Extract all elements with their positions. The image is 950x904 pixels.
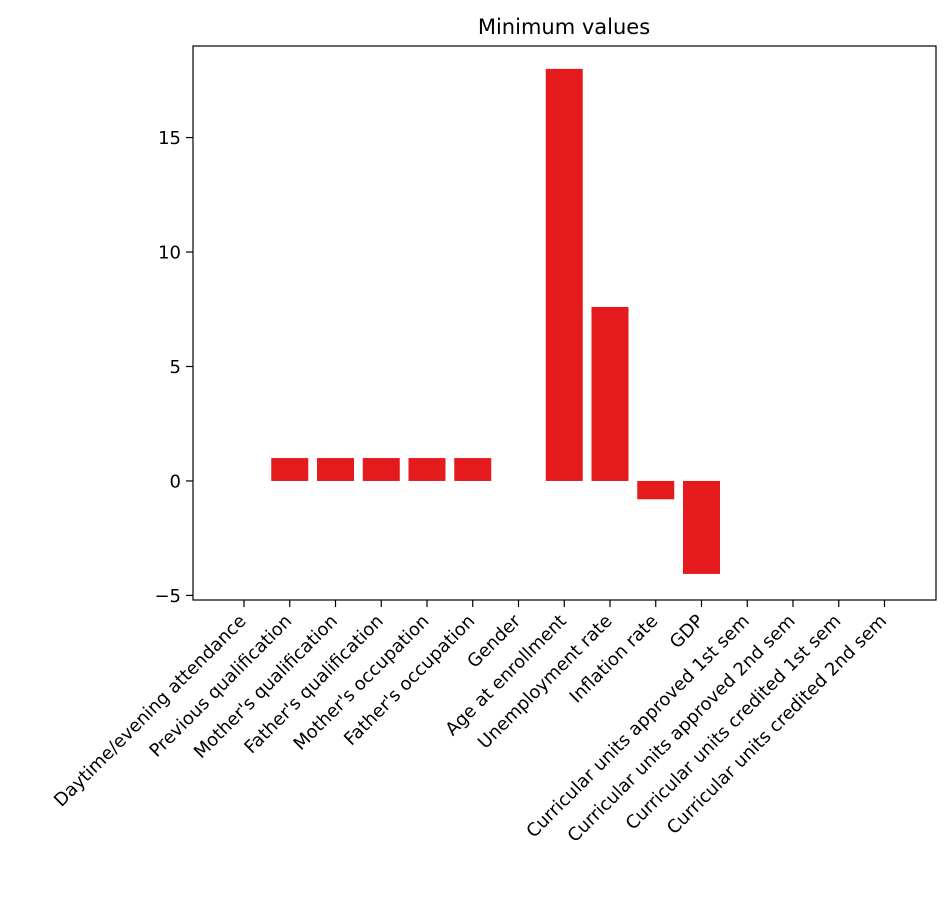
bar [317,458,354,481]
chart-title: Minimum values [478,15,650,39]
bar [271,458,309,481]
y-tick-label: −5 [154,586,181,607]
bar [454,458,492,481]
y-tick-label: 15 [158,128,181,149]
y-tick-label: 5 [170,357,181,378]
bars-layer [271,68,720,574]
bar [408,458,446,481]
y-axis: −5 0 5 10 15 [154,128,193,607]
x-tick-label: Daytime/evening attendance [50,611,250,811]
y-tick-label: 0 [170,471,181,492]
bar [545,68,583,481]
bar [591,306,629,481]
bar [637,480,675,500]
bar [683,480,720,574]
y-tick-label: 10 [158,243,181,264]
plot-frame [192,45,937,601]
bar [362,458,400,481]
